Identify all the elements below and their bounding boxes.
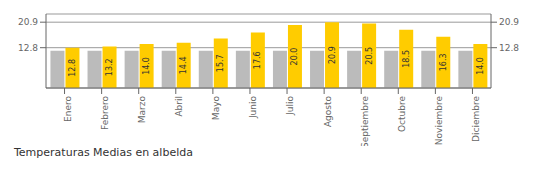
svg-text:12.8: 12.8 bbox=[18, 43, 38, 53]
svg-text:20.5: 20.5 bbox=[365, 47, 374, 65]
svg-text:Marzo: Marzo bbox=[137, 96, 147, 124]
svg-text:Noviembre: Noviembre bbox=[434, 96, 444, 146]
svg-text:12.8: 12.8 bbox=[499, 43, 519, 53]
svg-text:Enero: Enero bbox=[63, 96, 73, 122]
svg-text:Junio: Junio bbox=[248, 96, 258, 120]
svg-text:17.6: 17.6 bbox=[253, 51, 262, 69]
svg-text:16.3: 16.3 bbox=[439, 53, 448, 71]
svg-text:15.7: 15.7 bbox=[216, 54, 225, 72]
svg-text:20.9: 20.9 bbox=[499, 17, 519, 27]
svg-text:14.0: 14.0 bbox=[142, 57, 151, 75]
svg-text:Agosto: Agosto bbox=[323, 96, 333, 128]
svg-text:Mayo: Mayo bbox=[211, 96, 221, 121]
svg-text:12.8: 12.8 bbox=[68, 59, 77, 77]
svg-text:20.9: 20.9 bbox=[18, 17, 38, 27]
html-text:Temperaturas Medias en albelda: Temperaturas Medias en albelda bbox=[14, 146, 193, 159]
svg-text:Octubre: Octubre bbox=[397, 96, 407, 132]
svg-text:20.0: 20.0 bbox=[290, 48, 299, 66]
svg-text:Abril: Abril bbox=[174, 96, 184, 117]
svg-text:20.9: 20.9 bbox=[328, 46, 337, 64]
svg-text:Septiembre: Septiembre bbox=[360, 96, 370, 146]
svg-text:14.0: 14.0 bbox=[476, 57, 485, 75]
svg-text:Diciembre: Diciembre bbox=[471, 96, 481, 142]
svg-text:18.5: 18.5 bbox=[402, 50, 411, 68]
svg-text:14.4: 14.4 bbox=[179, 56, 188, 74]
svg-text:Febrero: Febrero bbox=[100, 96, 110, 130]
svg-text:Julio: Julio bbox=[285, 96, 295, 116]
svg-text:13.2: 13.2 bbox=[105, 58, 114, 76]
